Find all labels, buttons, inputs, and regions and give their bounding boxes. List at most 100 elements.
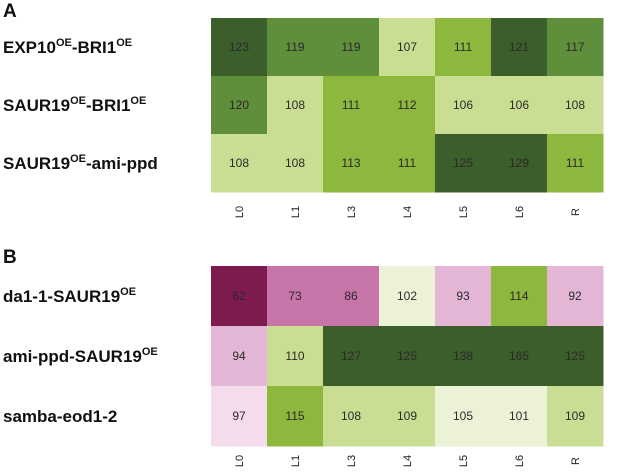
cell-value: 119 [285,40,304,54]
cell-value: 109 [397,409,417,423]
heatmap-cell [491,18,548,77]
column-tick-label: R [570,457,582,465]
row-label-part: samba-eod1-2 [3,407,117,426]
cell-value: 127 [341,349,361,363]
heatmap-cell [547,386,604,447]
heatmap-cell [547,76,604,135]
heatmap-cell [323,386,380,447]
heatmap-cell [491,134,548,193]
cell-value: 125 [565,349,585,363]
column-tick-label: L4 [402,455,414,467]
cell-value: 111 [454,40,473,54]
heatmap-cell [491,266,548,327]
cell-value: 94 [232,349,246,363]
heatmap-cell [267,134,324,193]
column-tick-label: L5 [458,206,470,218]
heatmap-cell [267,386,324,447]
cell-value: 106 [509,98,529,112]
heatmap-cell [547,266,604,327]
row-label-part: SAUR19 [3,96,70,115]
row-label: samba-eod1-2 [3,407,117,426]
row-label-superscript: OE [130,95,146,107]
heatmap-cell [267,326,324,387]
column-tick-label: R [570,208,582,216]
heatmap-cell [211,76,268,135]
cell-value: 120 [229,98,249,112]
heatmap-cell [491,386,548,447]
heatmap-cell [323,76,380,135]
cell-value: 101 [509,409,529,423]
row-label-part: -BRI1 [86,96,130,115]
panel-letter: B [3,247,17,268]
column-tick-label: L3 [346,455,358,467]
heatmap-cell [323,18,380,77]
cell-value: 138 [453,349,473,363]
heatmap-cell [323,266,380,327]
heatmap-cell [211,18,268,77]
heatmap-cell [547,326,604,387]
column-tick-label: L0 [234,455,246,467]
row-label: EXP10OE-BRI1OE [3,37,132,57]
heatmap-cell [379,266,436,327]
cell-value: 123 [229,40,249,54]
heatmap-cell [547,134,604,193]
cell-value: 62 [232,289,246,303]
cell-value: 125 [453,156,473,170]
heatmap-cell [435,386,492,447]
column-tick-label: L5 [458,455,470,467]
heatmap-cell [435,134,492,193]
cell-value: 129 [509,156,529,170]
heatmap-cell [547,18,604,77]
cell-value: 111 [342,98,361,112]
heatmap-cell [211,326,268,387]
row-label: da1-1-SAUR19OE [3,286,136,306]
heatmap-cell [379,76,436,135]
heatmap-cell [323,134,380,193]
row-label-part: -ami-ppd [86,154,158,173]
heatmap-cell [211,386,268,447]
row-label-part: SAUR19 [3,154,70,173]
heatmap-cell [379,134,436,193]
cell-value: 125 [397,349,417,363]
cell-value: 105 [453,409,473,423]
cell-value: 119 [341,40,360,54]
heatmap-cell [491,326,548,387]
heatmap-cell [379,326,436,387]
heatmap-cell [435,326,492,387]
heatmap-cell [267,266,324,327]
row-label-superscript: OE [56,37,72,49]
heatmap-cell [211,134,268,193]
column-tick-label: L4 [402,206,414,218]
column-tick-label: L1 [290,206,302,218]
row-label-part: da1-1-SAUR19 [3,287,120,306]
column-tick-label: L3 [346,206,358,218]
cell-value: 117 [565,40,584,54]
cell-value: 92 [568,289,582,303]
cell-value: 108 [341,409,361,423]
cell-value: 106 [453,98,473,112]
cell-value: 108 [285,156,305,170]
cell-value: 112 [397,98,416,112]
row-label-superscript: OE [116,37,132,49]
cell-value: 121 [509,40,529,54]
row-label-part: -BRI1 [72,38,116,57]
heatmap-cell [435,266,492,327]
cell-value: 108 [229,156,249,170]
cell-value: 108 [565,98,585,112]
row-label: SAUR19OE-ami-ppd [3,153,158,173]
heatmap-cell [379,18,436,77]
column-tick-label: L6 [514,206,526,218]
cell-value: 109 [565,409,585,423]
row-label-superscript: OE [120,286,136,298]
cell-value: 110 [285,349,304,363]
column-tick-label: L1 [290,455,302,467]
row-label-part: ami-ppd-SAUR19 [3,347,142,366]
heatmap-cell [435,76,492,135]
row-label-superscript: OE [142,346,158,358]
cell-value: 97 [232,409,246,423]
cell-value: 114 [509,289,528,303]
row-label: ami-ppd-SAUR19OE [3,346,158,366]
cell-value: 93 [456,289,470,303]
cell-value: 107 [397,40,417,54]
